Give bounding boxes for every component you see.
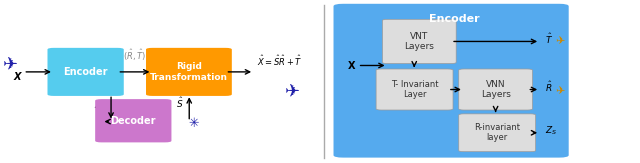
Text: Encoder: Encoder xyxy=(429,14,479,24)
Text: $Z_S$: $Z_S$ xyxy=(545,124,557,137)
Text: $\hat{R}$: $\hat{R}$ xyxy=(545,79,552,94)
Text: $Z_S$: $Z_S$ xyxy=(93,99,106,112)
FancyBboxPatch shape xyxy=(376,69,453,110)
Text: Encoder: Encoder xyxy=(63,67,108,77)
Text: T- Invariant
Layer: T- Invariant Layer xyxy=(391,80,438,99)
Text: $(\hat{R}, \hat{T})$: $(\hat{R}, \hat{T})$ xyxy=(123,48,146,63)
Text: ✈: ✈ xyxy=(556,37,565,46)
Text: $\hat{X} = \hat{S}\hat{R} + \hat{T}$: $\hat{X} = \hat{S}\hat{R} + \hat{T}$ xyxy=(257,53,303,68)
FancyBboxPatch shape xyxy=(333,4,569,158)
Text: ✈: ✈ xyxy=(556,86,565,96)
Text: $\hat{T}$: $\hat{T}$ xyxy=(545,31,552,45)
FancyBboxPatch shape xyxy=(459,69,532,110)
Text: Decoder: Decoder xyxy=(111,116,156,126)
Text: VNN
Layers: VNN Layers xyxy=(481,80,511,99)
Text: X: X xyxy=(13,72,20,82)
Text: ✈: ✈ xyxy=(285,84,300,102)
FancyBboxPatch shape xyxy=(95,99,172,142)
Text: Rigid
Transformation: Rigid Transformation xyxy=(150,62,228,82)
Text: VNT
Layers: VNT Layers xyxy=(404,32,435,51)
FancyBboxPatch shape xyxy=(146,48,232,96)
FancyBboxPatch shape xyxy=(47,48,124,96)
Text: R-invariant
layer: R-invariant layer xyxy=(474,123,520,142)
FancyBboxPatch shape xyxy=(459,114,536,152)
Text: $\mathbf{X}$: $\mathbf{X}$ xyxy=(347,59,356,72)
FancyBboxPatch shape xyxy=(383,19,456,64)
Text: ✳: ✳ xyxy=(188,117,199,130)
Text: ✈: ✈ xyxy=(3,56,18,74)
Text: $\hat{S}$: $\hat{S}$ xyxy=(176,95,184,110)
